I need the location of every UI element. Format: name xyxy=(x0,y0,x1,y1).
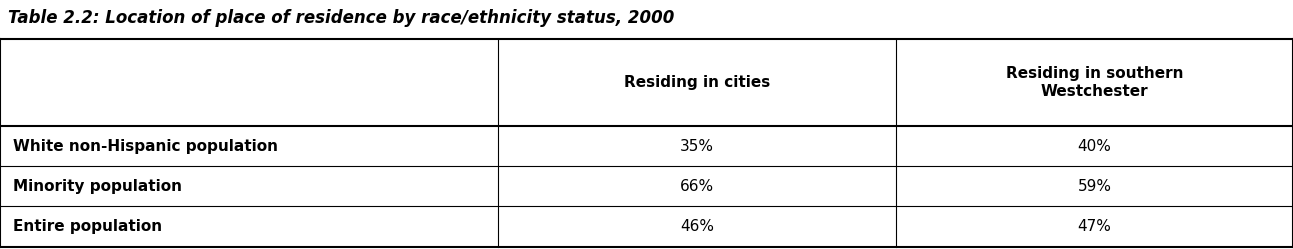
Text: White non-Hispanic population: White non-Hispanic population xyxy=(13,139,278,154)
Text: 66%: 66% xyxy=(680,179,714,194)
Text: Table 2.2: Location of place of residence by race/ethnicity status, 2000: Table 2.2: Location of place of residenc… xyxy=(8,9,674,27)
Text: 40%: 40% xyxy=(1077,139,1112,154)
Text: 59%: 59% xyxy=(1077,179,1112,194)
Text: Residing in cities: Residing in cities xyxy=(623,75,771,90)
Text: 47%: 47% xyxy=(1077,219,1112,234)
Text: Entire population: Entire population xyxy=(13,219,162,234)
Text: Minority population: Minority population xyxy=(13,179,182,194)
Text: 35%: 35% xyxy=(680,139,714,154)
Text: Residing in southern
Westchester: Residing in southern Westchester xyxy=(1006,66,1183,99)
Text: 46%: 46% xyxy=(680,219,714,234)
